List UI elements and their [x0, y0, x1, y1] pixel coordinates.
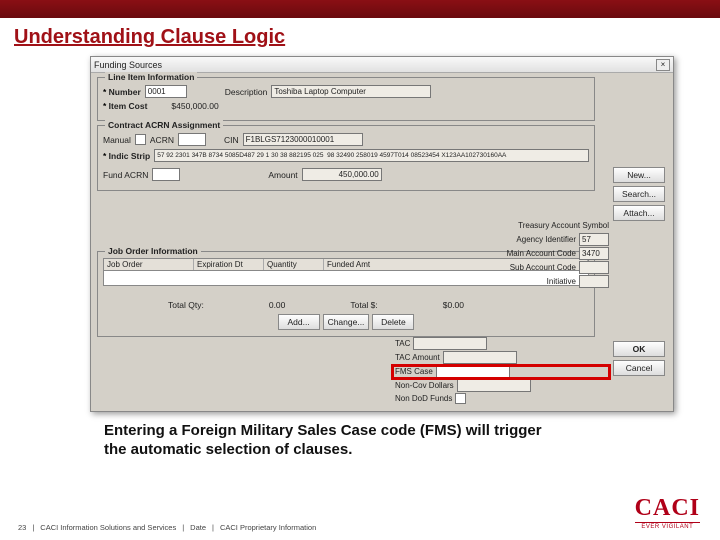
label-number: Number	[103, 87, 141, 97]
label-agency: Agency Identifier	[516, 233, 576, 246]
field-tac-amount	[443, 351, 517, 364]
label-fund-acrn: Fund ACRN	[103, 170, 148, 180]
label-indic-strip: Indic Strip	[103, 151, 150, 161]
group-contract: Contract ACRN Assignment Manual ACRN CIN…	[97, 125, 595, 191]
label-total-dollar: Total $:	[350, 300, 377, 310]
label-cin: CIN	[224, 135, 239, 145]
group-title-lineitem: Line Item Information	[105, 72, 197, 82]
value-item-cost: $450,000.00	[171, 101, 218, 111]
attach-button[interactable]: Attach...	[613, 205, 665, 221]
label-sac: Sub Account Code	[510, 261, 576, 274]
cancel-button[interactable]: Cancel	[613, 360, 665, 376]
search-button[interactable]: Search...	[613, 186, 665, 202]
field-indic-strip: 57 92 2301 347B 8734 5085D487 29 1 30 38…	[154, 149, 589, 162]
field-agency: 57	[579, 233, 609, 246]
group-line-item: Line Item Information Number 0001 Descri…	[97, 77, 595, 121]
col-expiration: Expiration Dt	[194, 259, 264, 270]
footer-org: CACI Information Solutions and Services	[40, 523, 176, 532]
field-description: Toshiba Laptop Computer	[271, 85, 431, 98]
close-icon[interactable]: ×	[656, 59, 670, 71]
label-description: Description	[225, 87, 268, 97]
dialog-titlebar: Funding Sources ×	[91, 57, 673, 73]
value-total-qty: 0.00	[269, 300, 286, 310]
add-button[interactable]: Add...	[278, 314, 320, 330]
button-column-1: New... Search... Attach...	[613, 167, 665, 221]
delete-button[interactable]: Delete	[372, 314, 414, 330]
group-title-job: Job Order Information	[105, 246, 201, 256]
col-quantity: Quantity	[264, 259, 324, 270]
checkbox-nondod[interactable]	[455, 393, 466, 404]
footer-class: CACI Proprietary Information	[220, 523, 316, 532]
new-button[interactable]: New...	[613, 167, 665, 183]
highlight-fms-case	[391, 364, 611, 380]
label-initiative: Initiative	[547, 275, 576, 288]
field-sac	[579, 261, 609, 274]
label-noncov: Non-Cov Dollars	[395, 381, 454, 390]
label-item-cost: Item Cost	[103, 101, 147, 111]
right-label-block: Treasury Account Symbol Agency Identifie…	[507, 219, 609, 289]
field-amount: 450,000.00	[302, 168, 382, 181]
page-number: 23	[18, 523, 26, 532]
label-manual: Manual	[103, 135, 131, 145]
slide-footer: 23 | CACI Information Solutions and Serv…	[18, 523, 316, 532]
top-band	[0, 0, 720, 18]
field-number[interactable]: 0001	[145, 85, 187, 98]
funding-sources-dialog: Funding Sources × Line Item Information …	[90, 56, 674, 412]
col-job-order: Job Order	[104, 259, 194, 270]
page-title: Understanding Clause Logic	[0, 18, 720, 55]
label-nondod: Non DoD Funds	[395, 394, 452, 403]
value-total-dollar: $0.00	[443, 300, 464, 310]
ok-button[interactable]: OK	[613, 341, 665, 357]
field-tac	[413, 337, 487, 350]
logo-tagline: EVER VIGILANT	[635, 522, 700, 530]
label-acrn: ACRN	[150, 135, 174, 145]
footer-date: Date	[190, 523, 206, 532]
label-mac: Main Account Code	[507, 247, 576, 260]
field-fund-acrn[interactable]	[152, 168, 180, 181]
dialog-title: Funding Sources	[94, 60, 162, 70]
label-tac-amount: TAC Amount	[395, 353, 440, 362]
label-tas: Treasury Account Symbol	[518, 219, 609, 232]
field-mac: 3470	[579, 247, 609, 260]
group-title-contract: Contract ACRN Assignment	[105, 120, 223, 130]
label-total-qty: Total Qty:	[168, 300, 204, 310]
label-amount: Amount	[268, 170, 297, 180]
slide-caption: Entering a Foreign Military Sales Case c…	[104, 422, 544, 460]
caci-logo: CACI EVER VIGILANT	[635, 495, 700, 530]
field-initiative	[579, 275, 609, 288]
button-column-2: OK Cancel	[613, 341, 665, 376]
checkbox-manual[interactable]	[135, 134, 146, 145]
field-cin: F1BLGS7123000010001	[243, 133, 363, 146]
logo-brand: CACI	[635, 495, 700, 522]
field-acrn[interactable]	[178, 133, 206, 146]
label-tac: TAC	[395, 339, 410, 348]
change-button[interactable]: Change...	[323, 314, 370, 330]
field-noncov	[457, 379, 531, 392]
